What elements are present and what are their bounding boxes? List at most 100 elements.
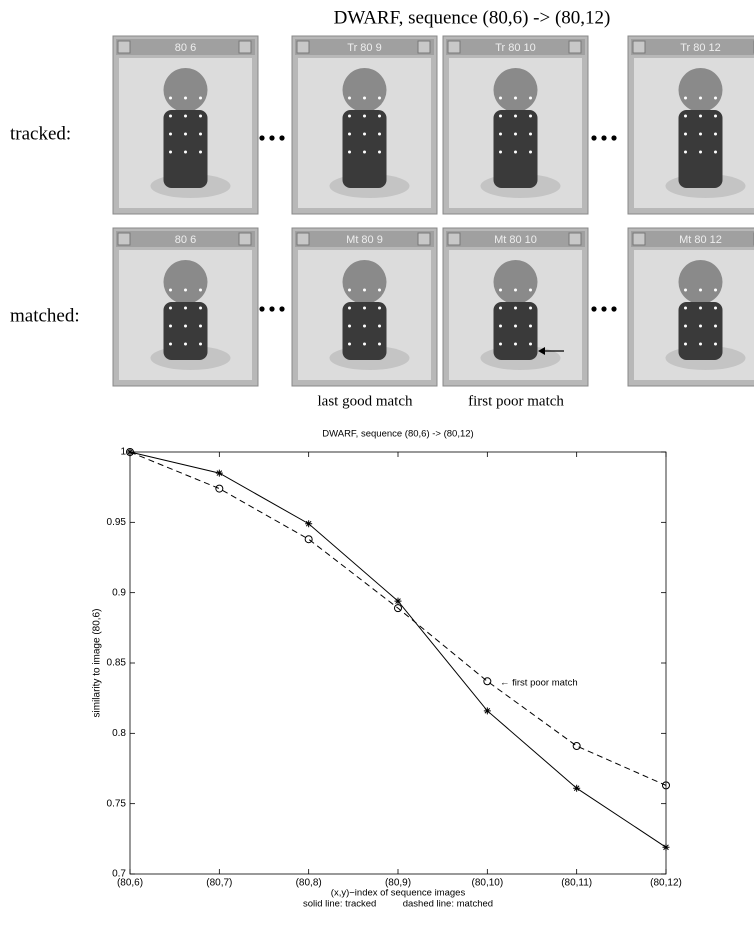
- feature-point: [169, 96, 172, 100]
- title-button: [238, 40, 252, 54]
- x-tick-label: (80,8): [296, 878, 322, 889]
- feature-point: [184, 288, 187, 292]
- feature-point: [699, 342, 702, 346]
- feature-point: [514, 288, 517, 292]
- feature-point: [684, 342, 687, 346]
- window-title: Mt 80 9: [346, 234, 383, 246]
- feature-point: [348, 96, 351, 100]
- feature-point: [699, 114, 702, 118]
- feature-point: [184, 324, 187, 328]
- feature-point: [348, 114, 351, 118]
- data-point: [662, 781, 670, 790]
- doll-head: [342, 260, 387, 304]
- feature-point: [714, 342, 717, 346]
- image-window: 80 6: [112, 35, 259, 215]
- title-button: [568, 232, 582, 246]
- doll-body: [678, 302, 723, 360]
- x-tick-label: (80,10): [471, 878, 503, 889]
- y-tick-label: 0.95: [107, 517, 127, 528]
- feature-point: [199, 96, 202, 100]
- feature-point: [714, 306, 717, 310]
- data-point: [215, 484, 224, 493]
- feature-point: [184, 132, 187, 136]
- x-tick-label: (80,7): [206, 878, 232, 889]
- feature-point: [378, 324, 381, 328]
- x-axis-label: solid line: tracked dashed line: matched: [303, 899, 493, 910]
- feature-point: [514, 96, 517, 100]
- feature-point: [699, 324, 702, 328]
- window-title: Tr 80 10: [495, 42, 536, 54]
- feature-point: [529, 96, 532, 100]
- window-title: Mt 80 12: [679, 234, 722, 246]
- data-point: [304, 535, 313, 544]
- feature-point: [363, 132, 366, 136]
- feature-point: [199, 324, 202, 328]
- feature-point: [499, 324, 502, 328]
- feature-point: [529, 324, 532, 328]
- feature-point: [714, 288, 717, 292]
- row-label: tracked:: [10, 123, 71, 144]
- feature-point: [699, 150, 702, 154]
- feature-point: [529, 132, 532, 136]
- feature-point: [199, 114, 202, 118]
- feature-point: [348, 132, 351, 136]
- doll-body: [493, 302, 538, 360]
- image-window: 80 6: [112, 227, 259, 387]
- feature-point: [378, 114, 381, 118]
- y-axis-label: similarity to image (80,6): [92, 609, 103, 718]
- doll-body: [342, 110, 387, 188]
- doll-body: [163, 110, 208, 188]
- image-window: Mt 80 10: [442, 227, 589, 387]
- x-axis-label: (x,y)−index of sequence images: [331, 888, 466, 899]
- feature-point: [378, 150, 381, 154]
- title-button: [296, 232, 310, 246]
- feature-point: [169, 342, 172, 346]
- window-title: Tr 80 12: [680, 42, 721, 54]
- feature-point: [684, 288, 687, 292]
- figure-title: DWARF, sequence (80,6) -> (80,12): [334, 7, 611, 28]
- feature-point: [499, 306, 502, 310]
- feature-point: [363, 150, 366, 154]
- image-window: Tr 80 9: [291, 35, 438, 215]
- doll-body: [342, 302, 387, 360]
- feature-point: [499, 114, 502, 118]
- feature-point: [199, 342, 202, 346]
- title-bar: [116, 39, 255, 55]
- feature-point: [363, 114, 366, 118]
- feature-point: [684, 324, 687, 328]
- feature-point: [378, 306, 381, 310]
- feature-point: [529, 306, 532, 310]
- data-point: [394, 604, 402, 613]
- feature-point: [199, 288, 202, 292]
- feature-point: [714, 132, 717, 136]
- doll-head: [493, 260, 538, 304]
- feature-point: [684, 96, 687, 100]
- doll-head: [678, 68, 723, 112]
- feature-point: [699, 132, 702, 136]
- doll-head: [163, 260, 208, 304]
- title-button: [632, 40, 646, 54]
- feature-point: [348, 150, 351, 154]
- feature-point: [169, 150, 172, 154]
- doll-head: [163, 68, 208, 112]
- image-window: Tr 80 10: [442, 35, 589, 215]
- feature-point: [714, 324, 717, 328]
- window-title: 80 6: [175, 234, 196, 246]
- title-button: [296, 40, 310, 54]
- feature-point: [529, 114, 532, 118]
- series-line: [129, 451, 667, 848]
- y-tick-label: 0.9: [112, 587, 126, 598]
- feature-point: [199, 132, 202, 136]
- title-button: [632, 232, 646, 246]
- title-button: [117, 232, 131, 246]
- feature-point: [684, 114, 687, 118]
- data-point: [573, 784, 581, 792]
- feature-point: [699, 96, 702, 100]
- feature-point: [514, 132, 517, 136]
- feature-point: [514, 306, 517, 310]
- feature-point: [363, 324, 366, 328]
- title-button: [417, 40, 431, 54]
- image-window: Mt 80 9: [291, 227, 438, 387]
- title-bar: [631, 231, 754, 247]
- feature-point: [514, 342, 517, 346]
